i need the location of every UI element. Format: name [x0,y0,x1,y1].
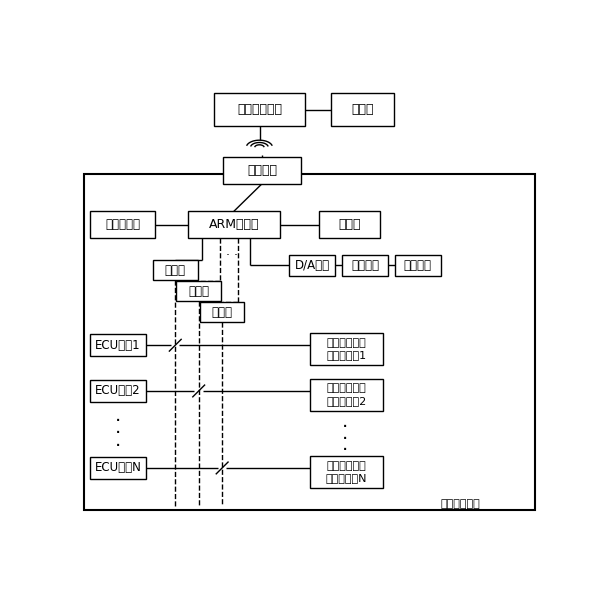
Text: 显示屏: 显示屏 [352,103,374,116]
Text: 继电器: 继电器 [188,285,209,298]
FancyBboxPatch shape [331,93,394,127]
FancyBboxPatch shape [153,260,197,281]
Text: 运放模块: 运放模块 [351,259,379,272]
Text: ECU端口2: ECU端口2 [95,384,140,398]
FancyBboxPatch shape [214,93,306,127]
Text: ·: · [342,441,348,460]
FancyBboxPatch shape [310,456,383,488]
Text: . .: . . [226,245,238,258]
FancyBboxPatch shape [310,333,383,365]
Text: 测试端口: 测试端口 [404,259,432,272]
Text: 继电器: 继电器 [212,305,233,319]
FancyBboxPatch shape [84,175,535,510]
FancyBboxPatch shape [188,211,280,238]
Text: 发动机电控系
统器件端口1: 发动机电控系 统器件端口1 [326,338,367,360]
Text: ECU端口1: ECU端口1 [95,339,140,351]
FancyBboxPatch shape [90,211,155,238]
FancyBboxPatch shape [319,211,381,238]
Text: ·: · [342,430,348,448]
Text: 触摸屏: 触摸屏 [339,218,361,231]
Text: ·: · [115,424,121,444]
FancyBboxPatch shape [200,302,244,322]
FancyBboxPatch shape [177,281,221,301]
Text: ECU端口N: ECU端口N [94,461,141,474]
FancyBboxPatch shape [342,255,388,276]
Text: D/A模块: D/A模块 [295,259,330,272]
FancyBboxPatch shape [90,457,146,479]
FancyBboxPatch shape [310,379,383,410]
Text: ·: · [115,436,121,456]
Text: 诊断仪端口: 诊断仪端口 [105,218,140,231]
Text: ·: · [342,418,348,437]
Text: 无线模块: 无线模块 [247,164,277,177]
FancyBboxPatch shape [289,255,335,276]
Text: 继电器: 继电器 [165,264,186,276]
FancyBboxPatch shape [395,255,441,276]
Text: 主机模拟系统: 主机模拟系统 [237,103,282,116]
FancyBboxPatch shape [90,335,146,356]
Text: ·: · [115,412,121,431]
Text: 发动机电控系
统器件端口N: 发动机电控系 统器件端口N [325,461,367,484]
FancyBboxPatch shape [90,380,146,402]
Text: 从机实训平台: 从机实训平台 [440,499,480,510]
Text: ARM处理器: ARM处理器 [209,218,259,231]
FancyBboxPatch shape [223,157,301,184]
Text: 发动机电控系
统器件端口2: 发动机电控系 统器件端口2 [326,384,367,406]
